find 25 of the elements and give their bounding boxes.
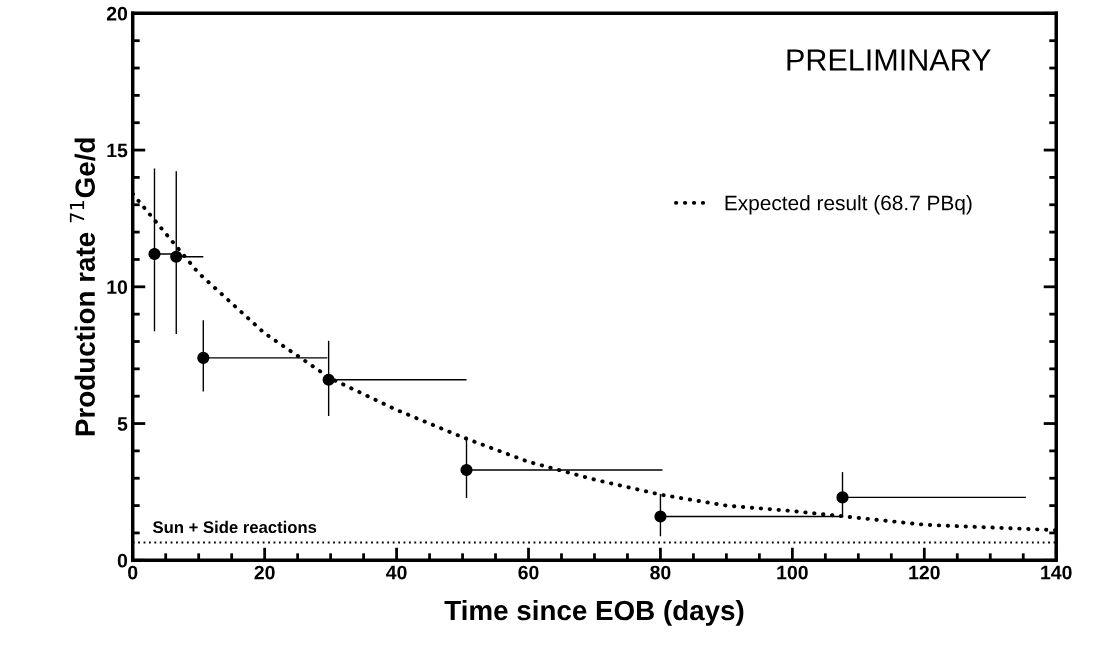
y-tick-label: 15	[107, 143, 128, 158]
x-tick-label: 120	[909, 565, 940, 580]
y-axis-title: Production rate $^{71}$Ge/d	[69, 138, 96, 436]
x-tick-label: 40	[386, 565, 407, 580]
x-axis-title: Time since EOB (days)	[444, 599, 744, 626]
point	[197, 351, 210, 364]
ref-line-label: Sun + Side reactions	[152, 520, 317, 534]
point	[460, 463, 473, 477]
x-tick-label: 80	[650, 565, 671, 580]
x-tick-label: 140	[1041, 565, 1072, 580]
x-tick-label: 0	[128, 565, 138, 580]
y-tick-label: 20	[106, 6, 128, 21]
x-tick-label: 20	[254, 565, 275, 580]
y-tick-label: 10	[107, 280, 128, 295]
y-tick-label: 5	[117, 417, 128, 431]
point	[148, 247, 161, 261]
point	[654, 510, 667, 523]
legend-label: Expected result (68.7 PBq)	[725, 195, 972, 215]
annotation: PRELIMINARY	[787, 49, 991, 71]
point	[170, 250, 183, 263]
x-tick-label: 100	[777, 565, 808, 580]
x-tick-label: 60	[518, 565, 539, 580]
point	[322, 373, 335, 386]
point	[836, 491, 849, 504]
y-tick-label: 0	[117, 553, 128, 568]
